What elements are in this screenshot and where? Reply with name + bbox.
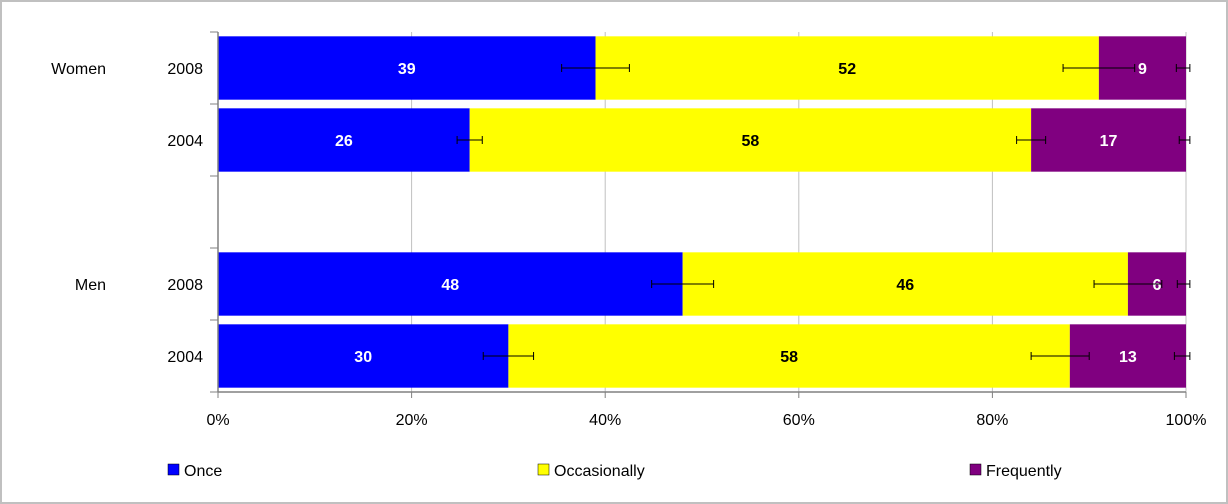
- legend-swatch-occasionally: [537, 463, 550, 476]
- x-tick-label: 100%: [1166, 412, 1207, 429]
- axes: 2008 2004 2008 2004 Women Men 0% 20% 40% 60% 80% 10…: [51, 31, 1207, 429]
- data-label: 46: [896, 277, 914, 294]
- bar-segment-occasionally: [469, 108, 1032, 172]
- legend: Once Occasionally Frequently: [167, 463, 1062, 480]
- x-tick-label: 20%: [396, 412, 428, 429]
- bar-segment-occasionally: [595, 36, 1099, 100]
- legend-label-frequently: Frequently: [986, 463, 1062, 480]
- bar-segment-once: [218, 324, 509, 388]
- data-label: 6: [1153, 277, 1162, 294]
- bar-segment-occasionally: [508, 324, 1070, 388]
- bar-segment-once: [218, 36, 596, 100]
- legend-label-once: Once: [184, 463, 222, 480]
- x-tick-label: 60%: [783, 412, 815, 429]
- data-labels: 39 52 9 26 58 17 48 46 6 30 58 13: [335, 61, 1162, 366]
- data-label: 48: [441, 277, 459, 294]
- row-label: 2004: [167, 349, 203, 366]
- data-label: 58: [780, 349, 798, 366]
- row-label: 2008: [167, 277, 203, 294]
- data-label: 26: [335, 133, 353, 150]
- data-label: 30: [354, 349, 372, 366]
- data-label: 52: [838, 61, 856, 78]
- x-tick-label: 40%: [589, 412, 621, 429]
- x-tick-label: 80%: [976, 412, 1008, 429]
- data-label: 9: [1138, 61, 1147, 78]
- bar-segment-frequently: [1031, 108, 1186, 172]
- group-label: Women: [51, 61, 106, 78]
- row-label: 2004: [167, 133, 203, 150]
- bar-segment-occasionally: [682, 252, 1128, 316]
- bar-segment-once: [218, 108, 470, 172]
- data-label: 58: [742, 133, 760, 150]
- data-label: 39: [398, 61, 416, 78]
- group-label: Men: [75, 277, 106, 294]
- legend-swatch-frequently: [969, 463, 982, 476]
- bar-segment-once: [218, 252, 683, 316]
- bars: [218, 36, 1186, 388]
- x-tick-label: 0%: [206, 412, 229, 429]
- data-label: 17: [1100, 133, 1118, 150]
- legend-label-occasionally: Occasionally: [554, 463, 645, 480]
- legend-swatch-once: [167, 463, 180, 476]
- error-bars: [456, 64, 1191, 360]
- data-label: 13: [1119, 349, 1137, 366]
- row-label: 2008: [167, 61, 203, 78]
